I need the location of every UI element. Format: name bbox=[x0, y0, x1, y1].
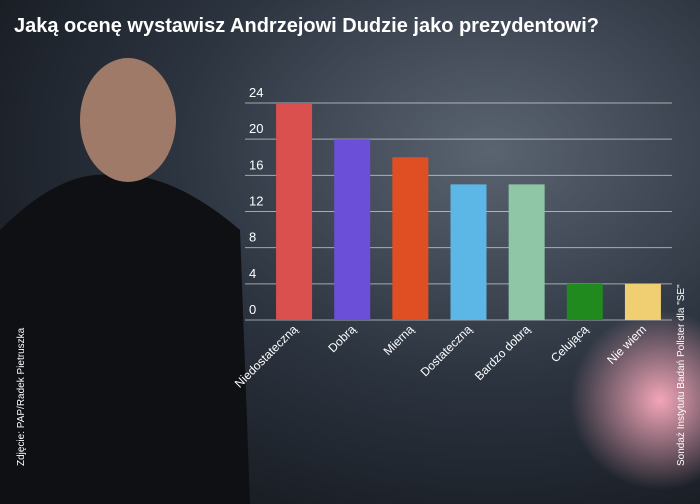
y-tick-label: 8 bbox=[249, 230, 256, 245]
bar bbox=[450, 184, 487, 320]
source: Sondaż Instytutu Badań Pollster dla "SE" bbox=[676, 284, 687, 466]
y-tick-label: 24 bbox=[249, 85, 263, 100]
photo-credit: Zdjęcie: PAP/Radek Pietruszka bbox=[16, 327, 27, 466]
bar bbox=[508, 184, 545, 320]
bar bbox=[566, 283, 603, 320]
figure-silhouette bbox=[0, 174, 250, 504]
y-tick-label: 4 bbox=[249, 266, 256, 281]
bar bbox=[334, 139, 371, 320]
bokeh bbox=[570, 310, 700, 490]
y-tick-label: 12 bbox=[249, 194, 263, 209]
bar bbox=[276, 103, 313, 320]
chart-title: Jaką ocenę wystawisz Andrzejowi Dudzie j… bbox=[14, 15, 599, 37]
bar bbox=[392, 157, 429, 320]
bar bbox=[624, 283, 661, 320]
figure-head bbox=[80, 58, 176, 182]
y-tick-label: 0 bbox=[249, 302, 256, 317]
y-tick-label: 20 bbox=[249, 121, 263, 136]
y-tick-label: 16 bbox=[249, 157, 263, 172]
